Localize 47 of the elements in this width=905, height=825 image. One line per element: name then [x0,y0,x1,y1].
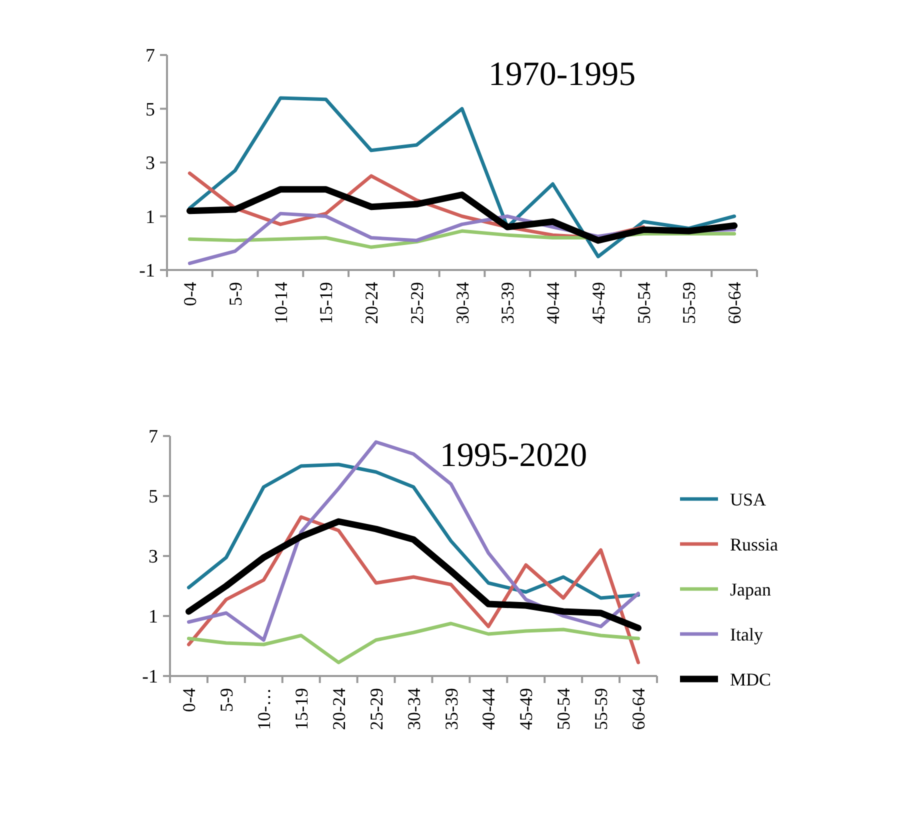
x-tick-label: 60-64 [628,688,649,730]
x-tick-label: 25-29 [406,282,427,324]
x-tick-label: 10-… [254,688,274,730]
y-tick-label: 7 [148,426,158,448]
y-tick-label: -1 [142,666,158,688]
x-tick-label: 55-59 [591,688,612,730]
x-tick-label: 50-54 [554,688,574,730]
y-tick-label: 3 [146,153,155,174]
x-tick-label: 10-14 [270,282,291,324]
x-tick-label: 5-9 [225,282,246,306]
x-tick-label: 0-4 [179,688,200,712]
legend-label: Japan [730,579,771,600]
x-tick-label: 15-19 [316,282,336,324]
x-tick-label: 30-34 [404,688,424,730]
y-tick-label: 3 [148,546,158,568]
x-tick-label: 25-29 [366,688,386,730]
line-series [186,515,640,664]
x-tick-label: 50-54 [634,282,654,324]
x-tick-label: 35-39 [498,282,518,324]
legend-label: USA [730,489,766,510]
legend-label: Italy [730,624,763,644]
x-tick-label: 45-49 [516,688,536,730]
x-tick-label: 30-34 [452,282,472,324]
x-tick-label: 20-24 [328,688,349,730]
x-tick-label: 40-44 [478,688,499,730]
x-tick-label: 40-44 [543,282,564,324]
x-tick-label: 60-64 [724,282,745,324]
line-series [186,622,640,664]
y-tick-label: 1 [146,206,155,228]
legend-label: MDC [730,669,772,690]
chart-title: 1995-2020 [440,437,588,474]
y-tick-label: 5 [148,486,158,508]
x-tick-label: 15-19 [291,688,312,730]
line-series [188,96,736,258]
x-tick-label: 5-9 [216,688,236,712]
x-tick-label: 45-49 [588,282,608,324]
x-tick-label: 0-4 [180,282,200,306]
x-tick-label: 35-39 [441,688,462,730]
y-tick-label: 1 [148,606,158,628]
x-tick-label: 20-24 [362,282,382,324]
y-tick-label: 5 [146,99,155,120]
x-tick-label: 55-59 [679,282,700,324]
chart-title: 1970-1995 [488,56,636,93]
y-tick-label: 7 [146,46,155,67]
y-tick-label: -1 [139,260,155,282]
legend-label: Russia [730,534,778,554]
line-series [186,440,640,642]
